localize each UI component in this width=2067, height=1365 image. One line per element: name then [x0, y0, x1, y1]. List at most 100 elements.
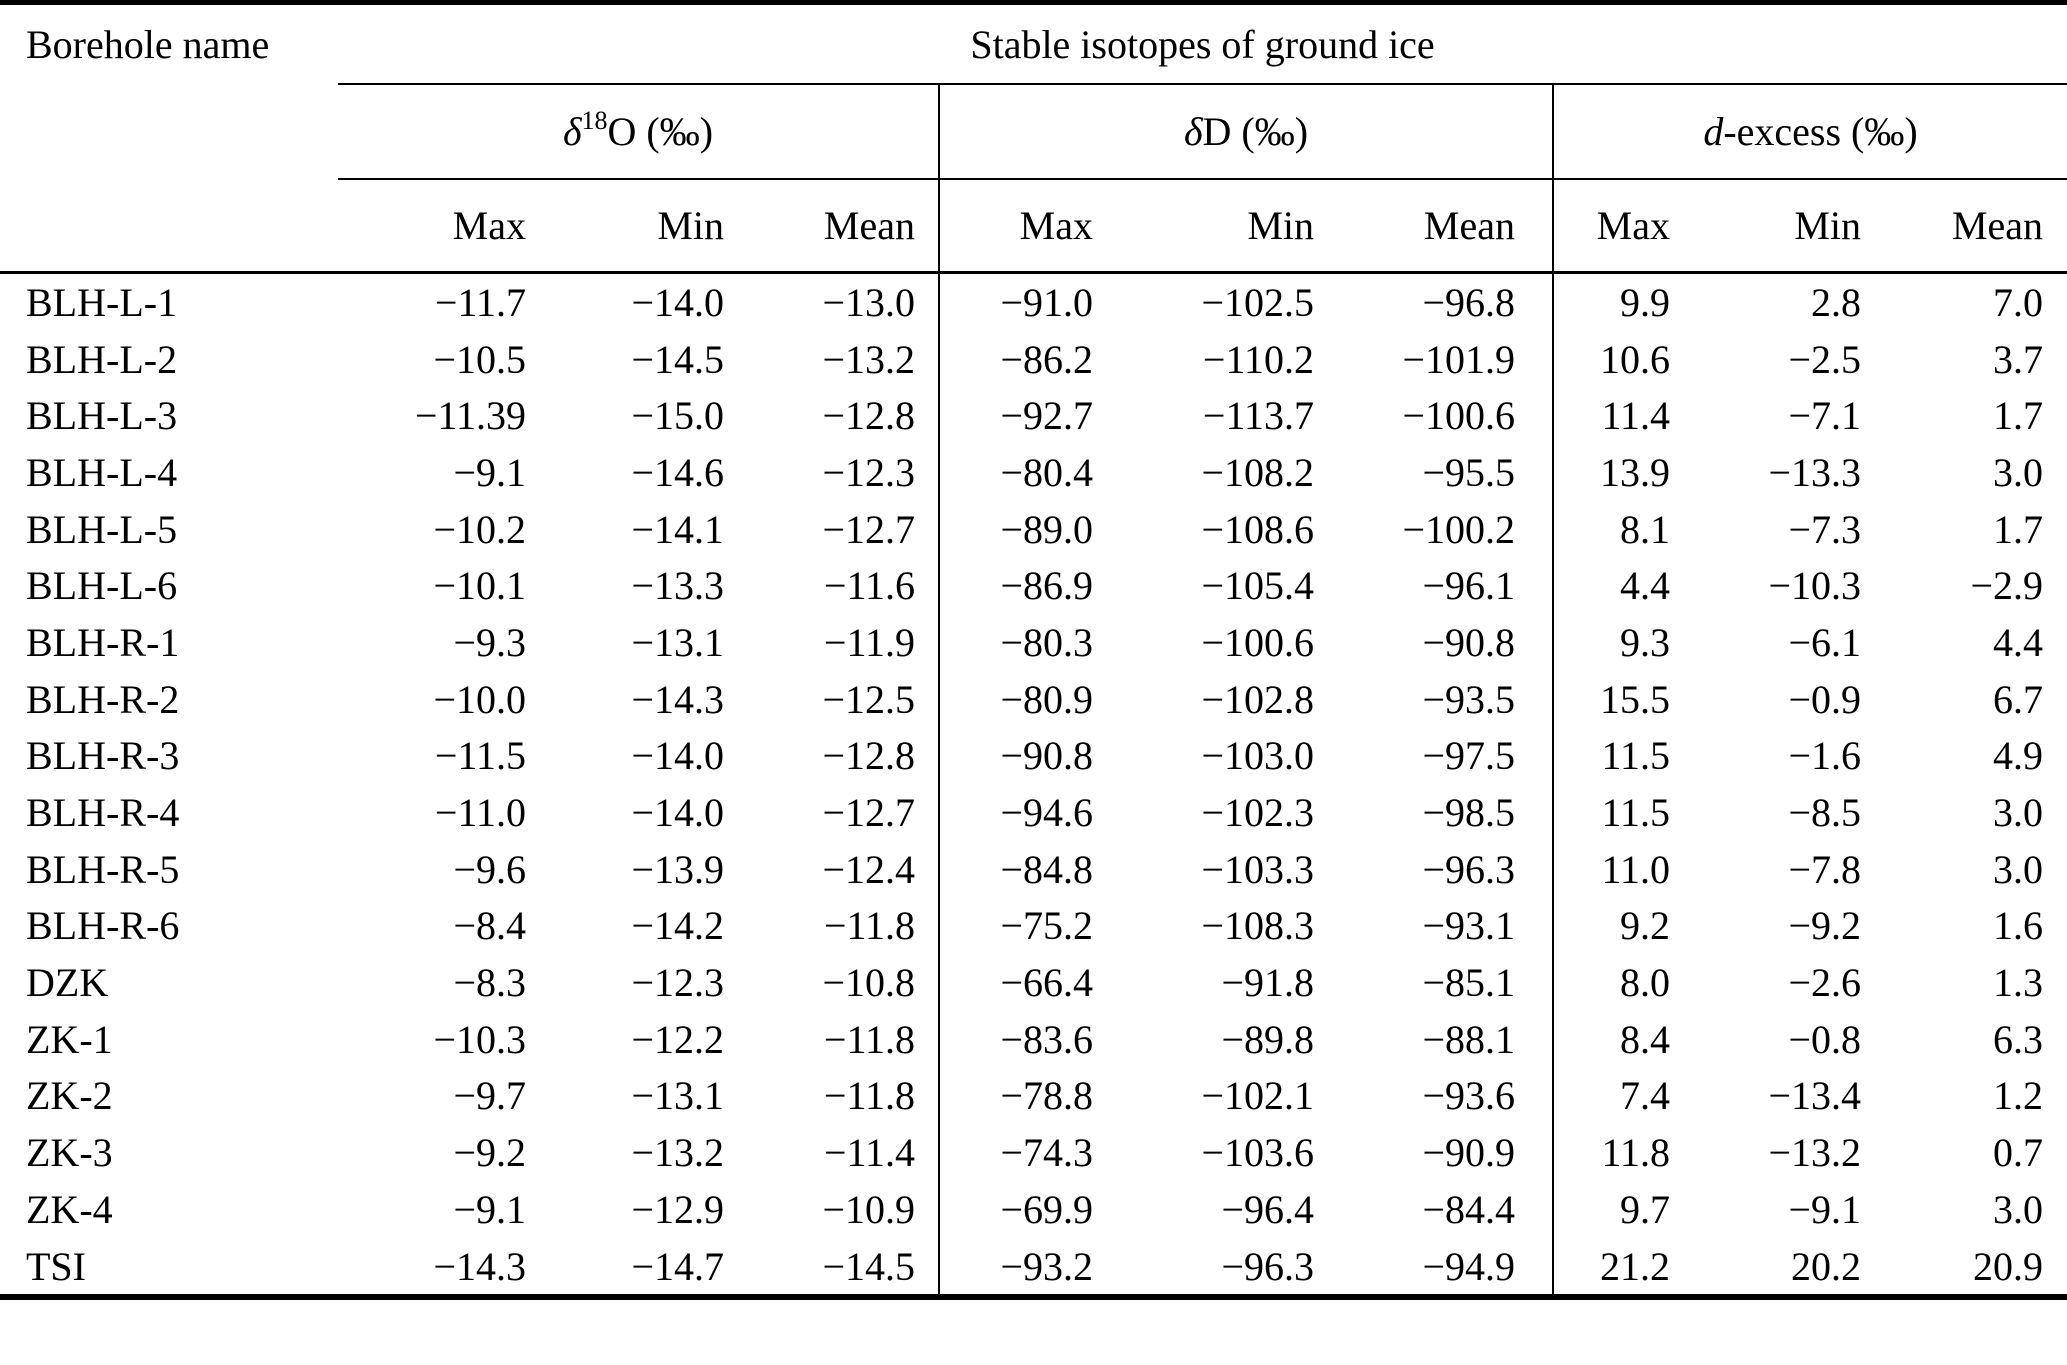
value-cell: −12.4: [822, 846, 915, 892]
value-cell: −14.0: [631, 279, 724, 325]
subheader-cell: Min: [528, 179, 726, 274]
value-cell: −95.5: [1422, 449, 1515, 495]
table-row: BLH-L-4 −9.1 −14.6 −12.3 −80.4 −108.2 −95.5 13.…: [0, 444, 2067, 501]
table-row: BLH-R-2 −10.0 −14.3 −12.5 −80.9 −102.8 −93.5 15…: [0, 670, 2067, 728]
table-row: TSI −14.3 −14.7 −14.5 −93.2 −96.3 −94.9 21.2 20.…: [0, 1237, 2067, 1298]
value-cell: −12.2: [631, 1016, 724, 1062]
value-cell: −0.8: [1788, 1016, 1861, 1062]
value-cell: −11.8: [823, 903, 915, 949]
header-row-title: Borehole name Stable isotopes of ground …: [0, 2, 2067, 274]
borehole-name-cell: ZK-4: [26, 1186, 113, 1232]
value-cell: −10.2: [433, 506, 526, 552]
value-cell: −8.5: [1788, 790, 1861, 836]
value-cell: −10.3: [1768, 563, 1861, 609]
value-cell: 21.2: [1552, 1237, 1672, 1298]
value-cell: −13.2: [1768, 1130, 1861, 1176]
value-cell: 11.5: [1552, 727, 1672, 785]
value-cell: −90.8: [1422, 619, 1515, 665]
table-row: ZK-2 −9.7 −13.1 −11.8 −78.8 −102.1 −93.6 7.4 −13…: [0, 1067, 2067, 1125]
value-cell: −100.2: [1402, 506, 1515, 552]
value-cell: 9.9: [1552, 272, 1672, 331]
table-row: BLH-R-1 −9.3 −13.1 −11.9 −80.3 −100.6 −90.8 9.3…: [0, 614, 2067, 671]
value-cell: −8.4: [453, 903, 526, 949]
isotope-table: Borehole name Stable isotopes of ground …: [0, 0, 2067, 1301]
value-cell: −9.7: [453, 1073, 526, 1119]
value-cell: 7.4: [1552, 1067, 1672, 1125]
value-cell: −11.0: [434, 790, 526, 836]
value-cell: −102.3: [1201, 790, 1314, 836]
value-cell: 11.4: [1552, 387, 1672, 445]
group-label-text: O (‰): [607, 109, 714, 154]
value-cell: −14.3: [433, 1243, 526, 1289]
value-cell: 4.9: [1993, 733, 2044, 779]
borehole-name-cell: ZK-1: [26, 1016, 113, 1062]
value-cell: −2.9: [1970, 563, 2044, 609]
value-cell: −12.9: [631, 1186, 724, 1232]
table-row: BLH-R-5 −9.6 −13.9 −12.4 −84.8 −103.3 −96.3 11.…: [0, 840, 2067, 898]
value-cell: 9.7: [1552, 1181, 1672, 1238]
subheader-cell: Mean: [1316, 179, 1553, 274]
delta-symbol: δ: [1183, 109, 1203, 154]
value-cell: 3.0: [1993, 790, 2044, 836]
value-cell: 3.0: [1993, 846, 2044, 892]
value-cell: −13.4: [1768, 1073, 1861, 1119]
value-cell: −89.8: [1221, 1016, 1314, 1062]
value-cell: −108.3: [1201, 903, 1314, 949]
value-cell: −13.1: [631, 1073, 724, 1119]
value-cell: −96.1: [1422, 563, 1515, 609]
value-cell: 4.4: [1552, 557, 1672, 615]
value-cell: −1.6: [1788, 733, 1861, 779]
value-cell: 8.1: [1552, 500, 1672, 558]
borehole-name-cell: BLH-L-2: [26, 336, 178, 382]
value-cell: −80.4: [938, 444, 1095, 501]
value-cell: −12.3: [822, 449, 915, 495]
isotope-superscript: 18: [581, 106, 608, 135]
value-cell: 20.9: [1973, 1243, 2044, 1289]
group-header-dexcess: d-excess (‰): [1551, 84, 2067, 180]
value-cell: −101.9: [1402, 336, 1515, 382]
value-cell: −14.5: [822, 1243, 915, 1289]
value-cell: −9.1: [453, 449, 526, 495]
value-cell: −9.2: [1788, 903, 1861, 949]
value-cell: −86.2: [938, 330, 1095, 388]
table-row: BLH-L-1 −11.7 −14.0 −13.0 −91.0 −102.5 −96.8 9.…: [0, 272, 2067, 331]
header-row-stats: Max Min Mean Max Min Mean Max Min Mean: [0, 179, 2067, 274]
value-cell: −11.5: [434, 733, 526, 779]
value-cell: −110.2: [1202, 336, 1314, 382]
value-cell: 6.7: [1993, 676, 2044, 722]
borehole-name-cell: BLH-R-2: [26, 676, 180, 722]
borehole-name-cell: BLH-L-3: [26, 393, 178, 439]
value-cell: −12.5: [822, 676, 915, 722]
group-label-text: D (‰): [1202, 109, 1309, 154]
table-row: ZK-4 −9.1 −12.9 −10.9 −69.9 −96.4 −84.4 9.7 −9.1…: [0, 1181, 2067, 1238]
subheader-cell: Max: [938, 179, 1095, 274]
value-cell: −7.1: [1788, 393, 1861, 439]
borehole-name-cell: BLH-L-4: [26, 449, 178, 495]
value-cell: −80.9: [938, 670, 1095, 728]
value-cell: −13.2: [822, 336, 915, 382]
value-cell: −9.2: [453, 1130, 526, 1176]
value-cell: −14.3: [631, 676, 724, 722]
value-cell: 9.2: [1552, 897, 1672, 955]
value-cell: −102.8: [1201, 676, 1314, 722]
value-cell: −94.9: [1422, 1243, 1515, 1289]
group-label-text: -excess (‰): [1723, 109, 1918, 154]
value-cell: 15.5: [1552, 670, 1672, 728]
value-cell: −84.4: [1422, 1186, 1515, 1232]
value-cell: −12.8: [822, 393, 915, 439]
value-cell: −7.8: [1788, 846, 1861, 892]
value-cell: 7.0: [1993, 279, 2044, 325]
value-cell: −13.2: [631, 1130, 724, 1176]
value-cell: 2.8: [1811, 279, 1861, 325]
value-cell: 11.0: [1552, 840, 1672, 898]
table-row: BLH-L-3 −11.39 −15.0 −12.8 −92.7 −113.7 −100.6…: [0, 387, 2067, 445]
value-cell: −100.6: [1402, 393, 1515, 439]
value-cell: −92.7: [938, 387, 1095, 445]
borehole-name-cell: BLH-L-1: [26, 279, 178, 325]
value-cell: −93.1: [1422, 903, 1515, 949]
value-cell: −10.0: [433, 676, 526, 722]
borehole-name-cell: BLH-R-1: [26, 619, 180, 665]
value-cell: 1.7: [1993, 393, 2044, 439]
table-row: ZK-3 −9.2 −13.2 −11.4 −74.3 −103.6 −90.9 11.8 −1…: [0, 1124, 2067, 1181]
